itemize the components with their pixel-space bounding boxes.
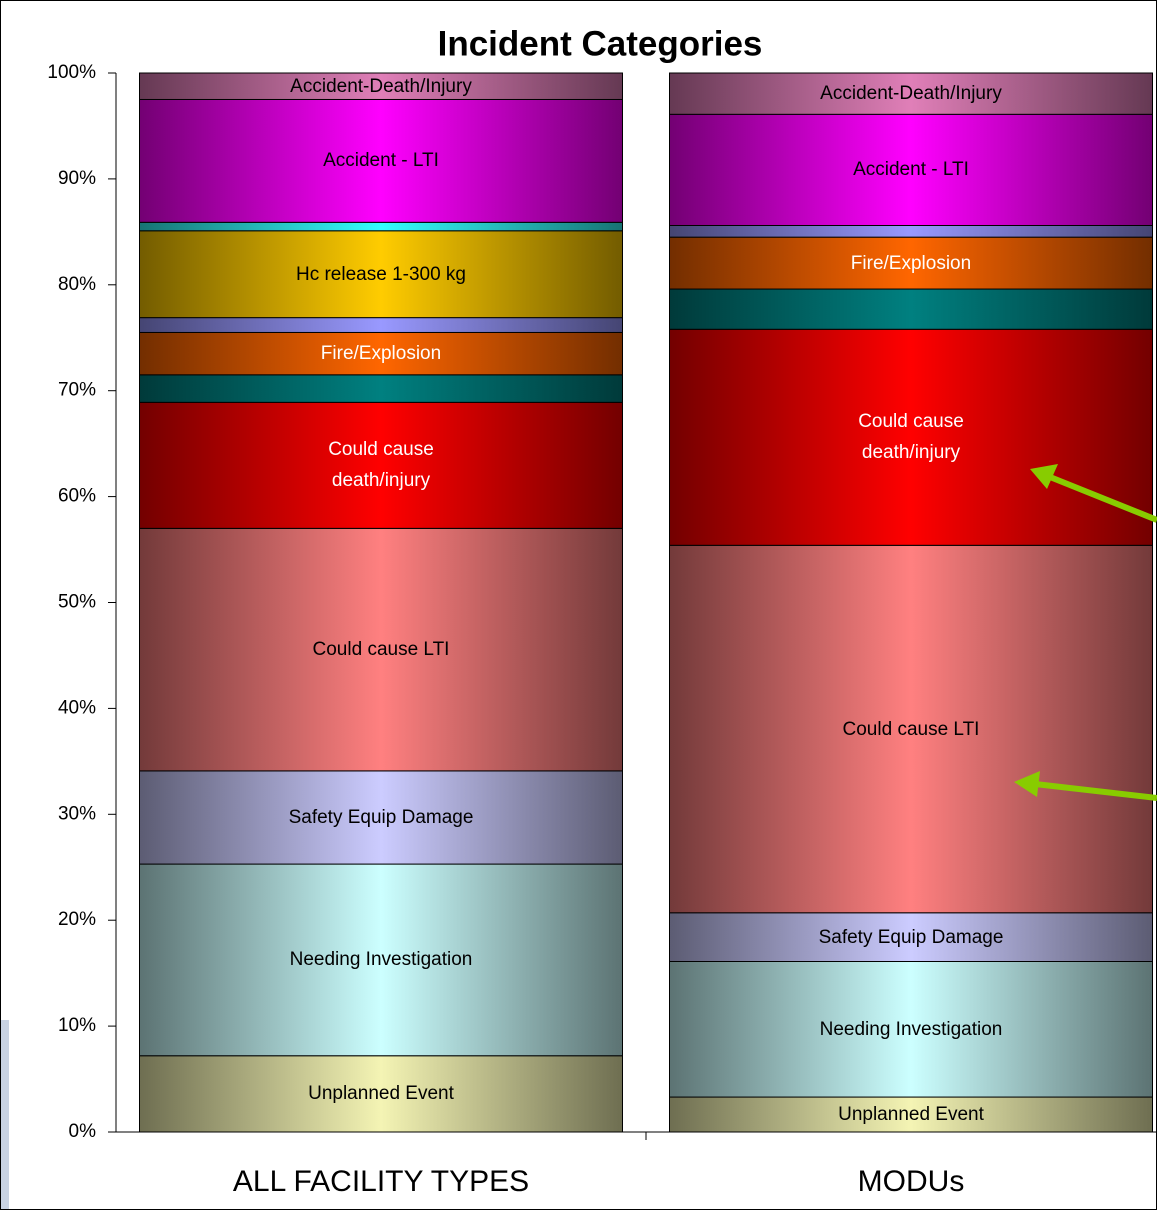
segment-label: Could cause death/injury <box>328 439 434 492</box>
y-tick-label: 90% <box>58 168 96 189</box>
y-tick-label: 20% <box>58 909 96 930</box>
bar-segment <box>669 288 1153 330</box>
y-tick-label: 10% <box>58 1015 96 1036</box>
segment-label: Fire/Explosion <box>850 252 972 274</box>
segment-label: Accident - LTI <box>853 159 969 181</box>
segment-label: Needing Investigation <box>289 949 473 971</box>
bar-segment <box>669 912 1153 963</box>
annotation-arrows <box>1014 464 1157 801</box>
y-tick-label: 50% <box>58 592 96 613</box>
x-tick-label: ALL FACILITY TYPES <box>233 1165 529 1198</box>
segment-label: Fire/Explosion <box>320 343 442 365</box>
bar-segment <box>139 72 623 100</box>
arrow <box>1048 474 1157 523</box>
segment-label: Needing Investigation <box>819 1018 1003 1040</box>
segment-label: Hc release 1-300 kg <box>295 263 467 285</box>
bar-segment <box>139 863 623 1057</box>
bar-segment <box>669 328 1153 546</box>
bar-segment <box>669 544 1153 914</box>
y-tick-label: 70% <box>58 380 96 401</box>
bar-segment <box>139 230 623 319</box>
bar-segment <box>139 770 623 865</box>
bar-segment <box>669 113 1153 226</box>
bar-segment <box>669 72 1153 115</box>
y-tick-label: 40% <box>58 697 96 718</box>
segment-label: Unplanned Event <box>308 1083 454 1105</box>
bar-segment <box>669 236 1153 290</box>
arrow-head <box>1030 464 1058 489</box>
segment-label: Unplanned Event <box>838 1104 984 1126</box>
y-tick-label: 100% <box>47 62 96 83</box>
arrow-head <box>1014 771 1040 797</box>
segment-label: Safety Equip Damage <box>288 806 474 828</box>
y-tick-label: 80% <box>58 274 96 295</box>
segment-label: Accident-Death/Injury <box>820 83 1002 105</box>
y-tick-label: 60% <box>58 486 96 507</box>
y-tick-label: 30% <box>58 803 96 824</box>
bar-segment <box>139 98 623 223</box>
segment-label: Could cause death/injury <box>858 411 964 464</box>
arrow <box>1034 781 1157 801</box>
bar-segment <box>139 1055 623 1133</box>
segment-label: Accident - LTI <box>323 150 439 172</box>
bar-segment <box>139 374 623 403</box>
chart-title: Incident Categories <box>438 24 763 63</box>
bar-segment <box>139 401 623 529</box>
plot: 0% 10% 20% 30% 40% 50% 60% 70% 80% 90% 100% ALL FAC… <box>47 62 1157 1198</box>
segment-label: Could cause LTI <box>312 639 450 661</box>
segment-label: Accident-Death/Injury <box>290 75 472 97</box>
x-tick-label: MODUs <box>858 1165 965 1198</box>
bar-segment <box>139 527 623 772</box>
y-tick-label: 0% <box>69 1121 97 1142</box>
segment-label: Could cause LTI <box>842 718 980 740</box>
bar-segment <box>669 1096 1153 1133</box>
bar-segment <box>669 961 1153 1098</box>
background-patch <box>0 1020 9 1210</box>
segment-label: Safety Equip Damage <box>818 926 1004 948</box>
